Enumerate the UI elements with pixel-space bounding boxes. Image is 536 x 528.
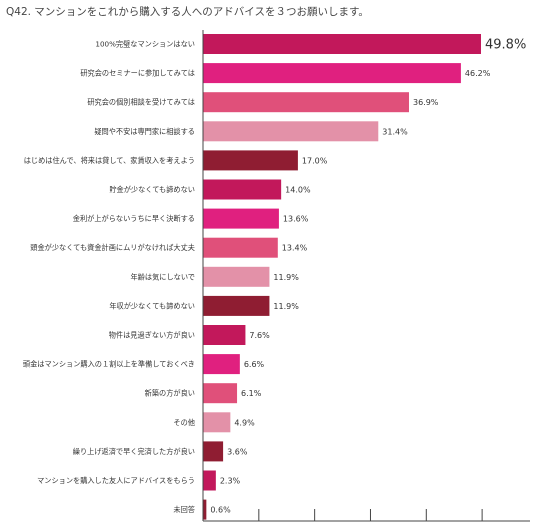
value-label: 13.6% [283, 215, 309, 224]
category-label: 繰り上げ返済で早く完済した方が良い [73, 447, 195, 456]
value-label: 17.0% [302, 156, 328, 165]
bars-layer: 100%完璧なマンションはない 49.8% 研究会のセミナーに参加してみては 46.2… [23, 34, 526, 520]
axis-layer [202, 30, 530, 522]
category-label: 物件は見過ぎない方が良い [109, 331, 195, 340]
bar [203, 92, 409, 113]
value-label: 11.9% [273, 273, 299, 282]
value-label: 49.8% [485, 38, 526, 53]
value-label: 0.6% [210, 506, 231, 515]
category-label: 新築の方が良い [145, 389, 195, 398]
bar [203, 325, 246, 345]
category-label: 100%完璧なマンションはない [95, 40, 195, 49]
category-label: 研究会のセミナーに参加してみては [80, 69, 195, 78]
value-label: 31.4% [382, 127, 408, 136]
bar [203, 34, 481, 54]
bar [203, 150, 298, 171]
bar [203, 63, 461, 84]
bar [203, 179, 282, 200]
bar [203, 383, 238, 404]
value-label: 7.6% [249, 331, 270, 340]
category-label: 頭金が少なくても資金計画にムリがなければ大丈夫 [30, 243, 195, 252]
bar [203, 412, 231, 433]
bar [203, 121, 379, 142]
category-label: 研究会の個別相談を受けてみては [87, 98, 195, 107]
category-label: 疑問や不安は専門家に相談する [94, 127, 195, 136]
value-label: 36.9% [413, 98, 439, 107]
chart-title: Q42. マンションをこれから購入する人へのアドバイスを３つお願いします。 [6, 6, 369, 18]
value-label: 4.9% [234, 418, 255, 427]
category-label: 頭金はマンション購入の１割以上を準備しておくべき [23, 360, 195, 369]
bar [203, 208, 279, 229]
value-label: 14.0% [285, 186, 311, 195]
category-label: 貯金が少なくても諦めない [109, 185, 195, 194]
bar [203, 237, 278, 258]
category-label: その他 [173, 418, 195, 427]
value-label: 13.4% [282, 244, 308, 253]
category-label: 年収が少なくても諦めない [109, 301, 195, 310]
value-label: 6.1% [241, 389, 262, 398]
value-label: 2.3% [220, 477, 241, 486]
value-label: 11.9% [273, 302, 299, 311]
category-label: マンションを購入した友人にアドバイスをもらう [37, 476, 195, 485]
category-label: 年齢は気にしないで [131, 272, 195, 281]
bar [203, 499, 207, 520]
bar [203, 295, 270, 316]
value-label: 3.6% [227, 447, 248, 456]
bar [203, 470, 216, 491]
value-label: 6.6% [244, 360, 265, 369]
category-label: 未回答 [173, 505, 195, 514]
value-label: 46.2% [465, 69, 491, 78]
bar [203, 266, 270, 287]
category-label: はじめは住んで、将来は貸して、家賃収入を考えよう [24, 156, 195, 165]
bar [203, 441, 224, 462]
category-label: 金利が上がらないうちに早く決断する [73, 214, 195, 223]
bar [203, 354, 240, 375]
